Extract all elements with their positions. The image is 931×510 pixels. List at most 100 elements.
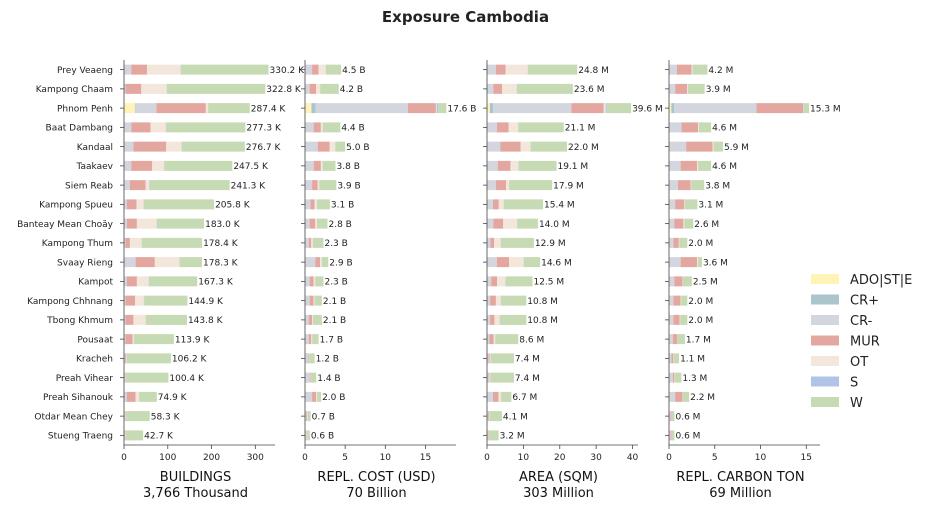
bar-segment-repl-carbon-ton-otdar-mean-chey-mur: [670, 411, 672, 422]
category-label-svaay-rieng: Svaay Rieng: [57, 258, 113, 268]
bar-segment-area-sqm-phnom-penh-s: [605, 103, 607, 114]
bar-segment-buildings-kracheh-w: [126, 353, 171, 364]
total-label-repl-cost-usd-preah-vihear: 1.4 B: [317, 374, 340, 384]
total-label-repl-carbon-ton-tbong-khmum: 2.0 M: [688, 316, 713, 326]
bar-segment-repl-cost-usd-kampot-cr: [305, 276, 310, 287]
bar-segment-area-sqm-kandaal-ot: [520, 141, 531, 152]
total-label-repl-cost-usd-kampot: 2.3 B: [324, 278, 347, 288]
bar-segment-repl-carbon-ton-svaay-rieng-cr: [669, 257, 681, 268]
bar-segment-area-sqm-stueng-traeng-mur: [487, 430, 489, 441]
bar-segment-repl-cost-usd-tbong-khmum-cr: [305, 314, 309, 325]
bar-segment-repl-cost-usd-kampong-chhnang-ot: [313, 295, 315, 306]
total-label-repl-carbon-ton-kampong-chaam: 3.9 M: [706, 85, 731, 95]
bar-segment-area-sqm-phnom-penh-mur: [571, 103, 604, 114]
bar-segment-buildings-banteay-mean-cho-y-w: [156, 218, 205, 229]
bar-segment-repl-carbon-ton-preah-vihear-mur: [672, 372, 675, 383]
bar-segment-buildings-stueng-traeng-w: [126, 430, 144, 441]
bar-segment-repl-cost-usd-kampong-thum-cr: [305, 237, 309, 248]
bar-segment-buildings-tbong-khmum-ot: [133, 314, 146, 325]
bar-segment-area-sqm-kandaal-mur: [500, 141, 521, 152]
bar-segment-area-sqm-kampong-thum-w: [500, 237, 534, 248]
x-tick-label-area-sqm-0: 0: [484, 453, 490, 463]
x-tick-label-repl-carbon-ton-10: 10: [755, 453, 767, 463]
bar-segment-buildings-tbong-khmum-w: [145, 314, 187, 325]
bar-segment-buildings-kampong-chaam-w: [166, 83, 266, 94]
bar-segment-repl-carbon-ton-baat-dambang-mur: [681, 122, 699, 133]
bar-segment-repl-carbon-ton-kampot-cr: [669, 276, 675, 287]
total-label-area-sqm-preah-sihanouk: 6.7 M: [512, 393, 537, 403]
bar-segment-repl-cost-usd-kracheh-mur: [308, 353, 309, 364]
total-label-repl-carbon-ton-kampot: 2.5 M: [693, 278, 718, 288]
bar-segment-area-sqm-phnom-penh-w: [606, 103, 632, 114]
total-label-area-sqm-stueng-traeng: 3.2 M: [500, 432, 525, 442]
bar-segment-area-sqm-taakaev-mur: [497, 160, 511, 171]
bar-segment-repl-cost-usd-tbong-khmum-w: [313, 314, 322, 325]
bar-segment-repl-cost-usd-kampong-thum-mur: [308, 237, 312, 248]
bar-segment-buildings-kampong-chhnang-cr: [124, 295, 126, 306]
total-label-repl-carbon-ton-otdar-mean-chey: 0.6 M: [675, 412, 700, 422]
bar-segment-buildings-kandaal-ot: [166, 141, 182, 152]
bar-segment-repl-carbon-ton-kampong-spueu-mur: [675, 199, 685, 210]
bar-segment-area-sqm-kampong-spueu-w: [503, 199, 544, 210]
bar-segment-buildings-banteay-mean-cho-y-cr: [124, 218, 127, 229]
bar-segment-repl-carbon-ton-banteay-mean-cho-y-w: [684, 218, 694, 229]
total-label-area-sqm-svaay-rieng: 14.6 M: [541, 258, 572, 268]
total-label-buildings-banteay-mean-cho-y: 183.0 K: [205, 220, 241, 230]
bar-segment-buildings-kampong-thum-mur: [125, 237, 130, 248]
bar-segment-area-sqm-kampong-thum-cr: [487, 237, 491, 248]
bar-segment-buildings-prey-veaeng-ot: [146, 64, 181, 75]
category-label-tbong-khmum: Tbong Khmum: [46, 316, 113, 326]
bar-segment-buildings-siem-reab-w: [149, 180, 230, 191]
bar-segment-buildings-kampong-chhnang-ot: [135, 295, 144, 306]
bar-segment-repl-carbon-ton-tbong-khmum-w: [680, 314, 688, 325]
bar-segment-area-sqm-pousaat-mur: [489, 334, 494, 345]
total-label-buildings-preah-sihanouk: 74.9 K: [158, 393, 188, 403]
bar-segment-area-sqm-svaay-rieng-mur: [497, 257, 510, 268]
bar-segment-repl-carbon-ton-banteay-mean-cho-y-ot: [683, 218, 685, 229]
bar-segment-area-sqm-svaay-rieng-ot: [509, 257, 524, 268]
total-label-repl-carbon-ton-siem-reab: 3.8 M: [705, 181, 730, 191]
bar-segment-repl-carbon-ton-kracheh-w: [673, 353, 680, 364]
bar-segment-repl-carbon-ton-preah-vihear-cr: [669, 372, 673, 383]
category-label-kampong-spueu: Kampong Spueu: [39, 201, 113, 211]
bar-segment-buildings-baat-dambang-w: [166, 122, 246, 133]
bar-segment-area-sqm-kampot-cr: [487, 276, 492, 287]
bar-segment-repl-cost-usd-kandaal-mur: [317, 141, 330, 152]
bar-segment-area-sqm-kampot-w: [505, 276, 533, 287]
bar-segment-repl-cost-usd-baat-dambang-w: [322, 122, 341, 133]
total-label-repl-cost-usd-kampong-spueu: 3.1 B: [331, 201, 354, 211]
bar-segment-repl-carbon-ton-taakaev-w: [698, 160, 712, 171]
x-tick-label-area-sqm-30: 30: [590, 453, 602, 463]
bar-segment-repl-carbon-ton-taakaev-mur: [680, 160, 698, 171]
total-label-area-sqm-preah-vihear: 7.4 M: [515, 374, 540, 384]
bar-segment-repl-carbon-ton-baat-dambang-w: [699, 122, 712, 133]
total-label-buildings-baat-dambang: 277.3 K: [246, 124, 282, 134]
bar-segment-area-sqm-kampong-chhnang-cr: [487, 295, 491, 306]
category-label-kampong-chhnang: Kampong Chhnang: [27, 297, 113, 307]
bar-segment-repl-cost-usd-svaay-rieng-w: [321, 257, 329, 268]
bar-segment-area-sqm-phnom-penh-ado-st-e: [487, 103, 490, 114]
bar-segment-buildings-phnom-penh-w: [208, 103, 250, 114]
bar-segment-buildings-kampot-ot: [136, 276, 149, 287]
total-label-repl-cost-usd-tbong-khmum: 2.1 B: [323, 316, 346, 326]
bar-segment-repl-cost-usd-kampot-mur: [309, 276, 314, 287]
bar-segment-area-sqm-prey-veaeng-ot: [505, 64, 528, 75]
bar-segment-area-sqm-kampong-chhnang-ot: [495, 295, 501, 306]
x-tick-label-repl-carbon-ton-5: 5: [712, 453, 718, 463]
bar-segment-area-sqm-otdar-mean-chey-cr: [487, 411, 489, 422]
bar-segment-buildings-taakaev-w: [164, 160, 233, 171]
bar-segment-area-sqm-siem-reab-cr: [487, 180, 496, 191]
legend-label-w: W: [850, 396, 863, 411]
bar-segment-buildings-kampong-chhnang-mur: [125, 295, 136, 306]
bar-segment-repl-carbon-ton-stueng-traeng-cr: [669, 430, 671, 441]
bar-segment-buildings-siem-reab-ot: [145, 180, 150, 191]
bar-segment-buildings-kampot-w: [148, 276, 198, 287]
bar-segment-repl-carbon-ton-stueng-traeng-w: [671, 430, 675, 441]
bar-segment-repl-cost-usd-tbong-khmum-ot: [312, 314, 313, 325]
bar-segment-repl-carbon-ton-prey-veaeng-w: [692, 64, 708, 75]
total-label-buildings-taakaev: 247.5 K: [233, 162, 269, 172]
total-label-buildings-kampot: 167.3 K: [198, 278, 234, 288]
bar-segment-repl-cost-usd-pousaat-mur: [308, 334, 312, 345]
category-label-prey-veaeng: Prey Veaeng: [57, 66, 113, 76]
